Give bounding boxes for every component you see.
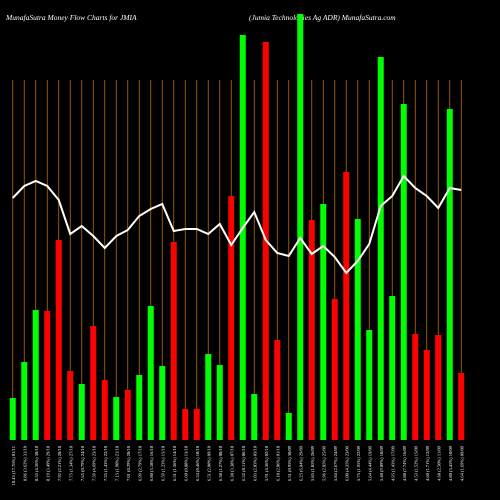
bar: [331, 299, 338, 440]
x-tick-label: 6.59 (1.23%) 15/10: [160, 445, 165, 481]
x-tick-label: 5.40 (9.09%) 18/09: [379, 445, 384, 481]
bar: [44, 311, 51, 440]
bar: [446, 109, 453, 440]
bar: [251, 394, 258, 440]
x-tick-label: 7.75 (1.34%) 27/10: [68, 445, 73, 481]
bar: [366, 330, 373, 440]
x-tick-label: 5.96 (2.05%) 25/09: [321, 445, 326, 481]
x-tick-label: 4.60 (1.71%) 12/09: [425, 445, 430, 481]
x-tick-label: 8.86 (3.62%) 31/10: [22, 445, 27, 481]
x-tick-label: 7.65 (0.79%) 24/10: [80, 445, 85, 481]
bar: [297, 14, 304, 440]
bar: [182, 409, 189, 440]
x-tick-label: 5.75 (1.95%) 22/09: [356, 445, 361, 481]
x-tick-label: 4.95 (1.43%) 17/09: [390, 445, 395, 481]
bar: [147, 306, 154, 440]
x-tick-label: 6.54 (0.46%) 10/10: [195, 445, 200, 481]
bar: [412, 334, 419, 440]
bar: [308, 220, 315, 440]
bar: [228, 196, 235, 440]
bar: [21, 362, 28, 440]
bar: [124, 390, 131, 440]
chart-title: MunafaSutra Money Flow Charts for JMIA: [5, 13, 137, 22]
x-tick-label: 6.31 (0.95%) 30/09: [287, 445, 292, 481]
chart-subtitle: (Jumia Technologies Ag ADR) MunafaSutra.…: [249, 13, 396, 22]
bar: [136, 375, 143, 440]
bar: [354, 219, 361, 440]
bar: [193, 409, 200, 440]
bar: [216, 365, 223, 440]
bar: [55, 240, 62, 440]
x-tick-label: 7.25 (1.43%) 22/10: [103, 445, 108, 481]
bar: [239, 35, 246, 440]
x-tick-label: 5.64 (4.44%) 19/09: [367, 445, 372, 481]
x-tick-label: 7.92 (2.21%) 28/10: [57, 445, 62, 481]
bar: [78, 384, 85, 440]
x-tick-label: 7.01 (0.29%) 20/10: [126, 445, 131, 481]
x-tick-label: 10.43 (17.76%) 01/11: [11, 446, 16, 485]
bar: [423, 350, 430, 440]
bar: [67, 371, 74, 440]
x-tick-label: 6.38 (1.27%) 08/10: [218, 445, 223, 481]
bar: [101, 380, 108, 440]
x-tick-label: 6.25 (6.84%) 29/09: [298, 445, 303, 481]
x-tick-label: 4.64 (1.69%) 09/09: [459, 445, 464, 481]
bar: [205, 354, 212, 440]
x-tick-label: 6.60 (0.88%) 13/10: [183, 445, 188, 481]
x-tick-label: 4.68 (2.50%) 11/09: [436, 445, 441, 481]
bar: [32, 310, 39, 440]
bar: [274, 340, 281, 440]
bar: [9, 398, 16, 440]
x-tick-label: 8.55 (4.36%) 30/10: [34, 445, 39, 481]
x-tick-label: 6.51 (1.36%) 14/10: [172, 445, 177, 481]
x-tick-label: 6.52 (8.11%) 06/10: [241, 445, 246, 481]
bar: [170, 242, 177, 440]
x-tick-label: 4.80 (3.45%) 10/09: [448, 445, 453, 481]
x-tick-label: 7.15 (1.90%) 21/10: [114, 445, 119, 481]
x-tick-label: 5.85 (1.85%) 26/09: [310, 445, 315, 481]
x-tick-label: 6.80 (3.18%) 16/10: [149, 445, 154, 481]
x-tick-label: 6.30 (3.38%) 07/10: [229, 445, 234, 481]
x-tick-label: 4.88 (7.74%) 16/09: [402, 445, 407, 481]
bar: [320, 204, 327, 440]
x-tick-label: 6.18 (2.06%) 01/10: [275, 445, 280, 481]
bar: [343, 172, 350, 440]
bar: [458, 373, 465, 440]
x-tick-label: 4.53 (1.52%) 15/09: [413, 445, 418, 481]
bar: [389, 296, 396, 440]
x-tick-label: 8.19 (3.49%) 29/10: [45, 445, 50, 481]
money-flow-line: [12, 174, 462, 275]
bar: [113, 397, 120, 440]
bar: [159, 366, 166, 440]
x-tick-label: 5.91 (4.36%) 02/10: [264, 445, 269, 481]
x-tick-label: 6.99 (2.79%) 17/10: [137, 445, 142, 481]
bar: [90, 326, 97, 440]
x-tick-label: 6.03 (2.03%) 03/10: [252, 445, 257, 481]
bar: [400, 104, 407, 440]
x-tick-label: 7.59 (4.69%) 23/10: [91, 445, 96, 481]
bar: [435, 335, 442, 440]
bar: [377, 57, 384, 440]
x-tick-label: 6.00 (4.35%) 23/09: [344, 445, 349, 481]
bar: [285, 413, 292, 440]
x-tick-label: 6.51 (2.00%) 09/10: [206, 445, 211, 481]
x-tick-label: 5.84 (2.67%) 24/09: [333, 445, 338, 481]
